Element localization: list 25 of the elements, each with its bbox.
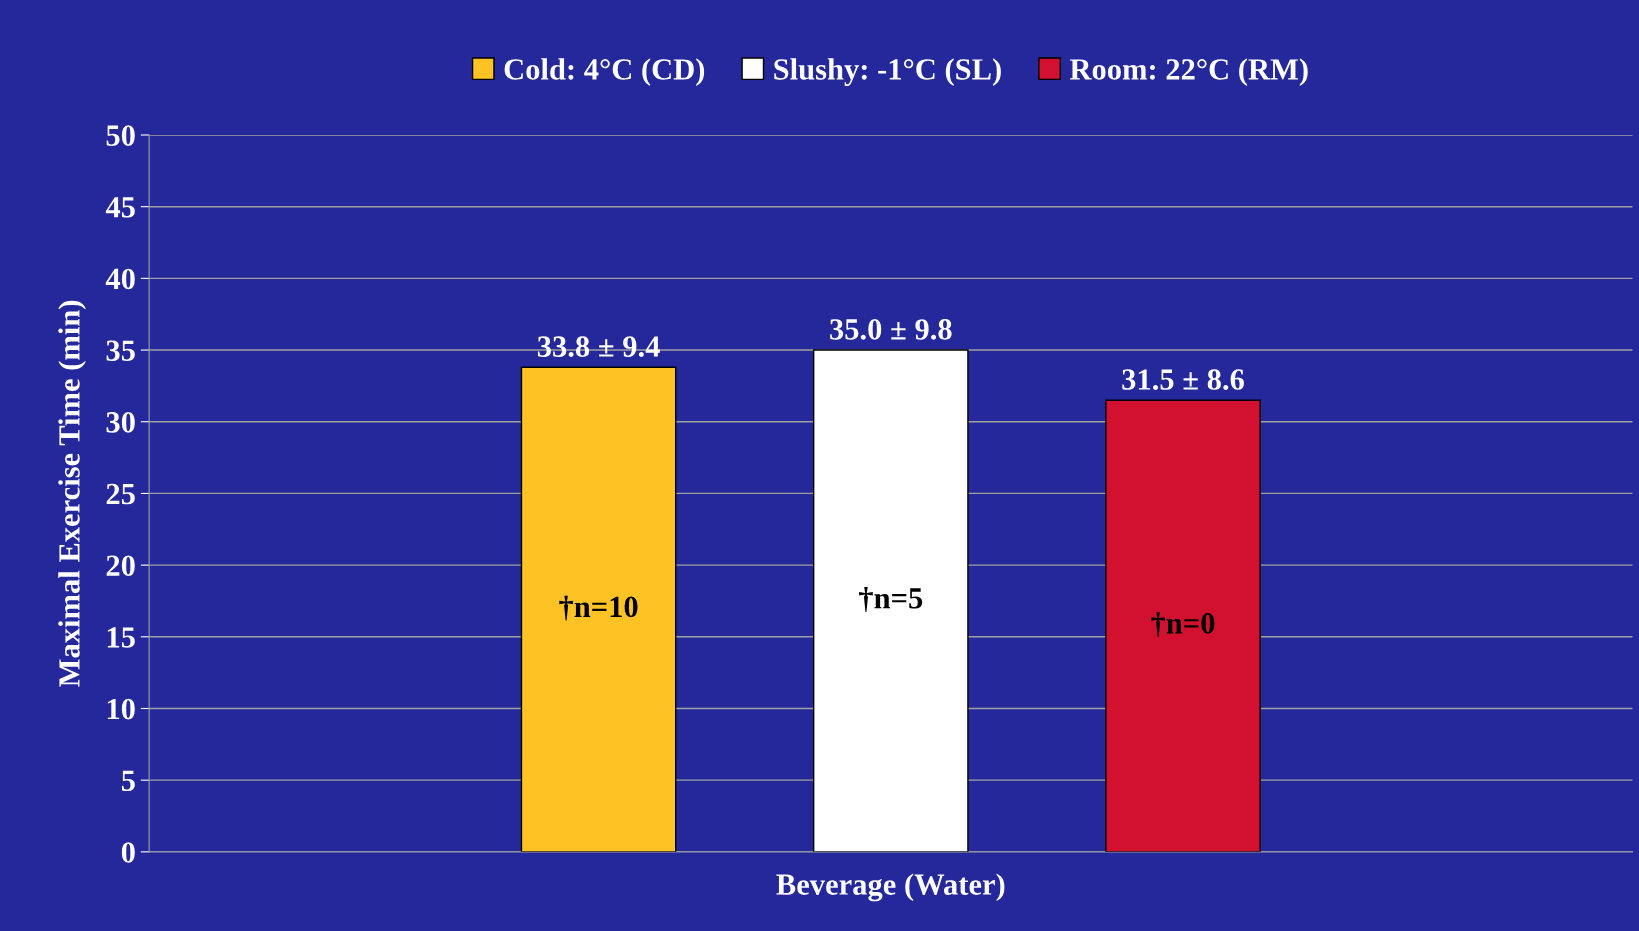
data-label: 33.8 ± 9.4 bbox=[537, 336, 660, 358]
y-tick-label: 25 bbox=[106, 483, 135, 505]
y-tick-label: 40 bbox=[105, 268, 135, 290]
bar bbox=[520, 366, 677, 852]
data-label: 31.5 ± 8.6 bbox=[1122, 369, 1244, 390]
y-tick-label: 45 bbox=[105, 197, 135, 218]
y-tick-label: 10 bbox=[107, 698, 135, 720]
x-axis-title: Beverage (Water) bbox=[776, 873, 1005, 902]
y-tick-label: 20 bbox=[106, 555, 135, 577]
data-label: 35.0 ± 9.8 bbox=[830, 319, 952, 340]
bar bbox=[812, 349, 969, 852]
bar bbox=[1105, 399, 1261, 852]
legend-label: Room: 22°C (RM) bbox=[1069, 58, 1308, 86]
annotation: †n=5 bbox=[859, 587, 923, 612]
y-tick-label: 0 bbox=[121, 842, 135, 863]
y-tick-label: 15 bbox=[107, 627, 135, 648]
annotation: †n=0 bbox=[1151, 612, 1215, 637]
annotation: †n=10 bbox=[559, 595, 638, 621]
legend-label: Cold: 4°C (CD) bbox=[504, 58, 705, 86]
y-tick-label: 50 bbox=[106, 125, 135, 146]
y-tick-label: 35 bbox=[106, 340, 135, 361]
legend-label: Slushy: -1°C (SL) bbox=[774, 58, 1001, 86]
y-tick-label: 5 bbox=[121, 770, 135, 792]
y-tick-label: 30 bbox=[106, 412, 135, 433]
y-axis-title: Maximal Exercise Time (min) bbox=[58, 300, 86, 687]
